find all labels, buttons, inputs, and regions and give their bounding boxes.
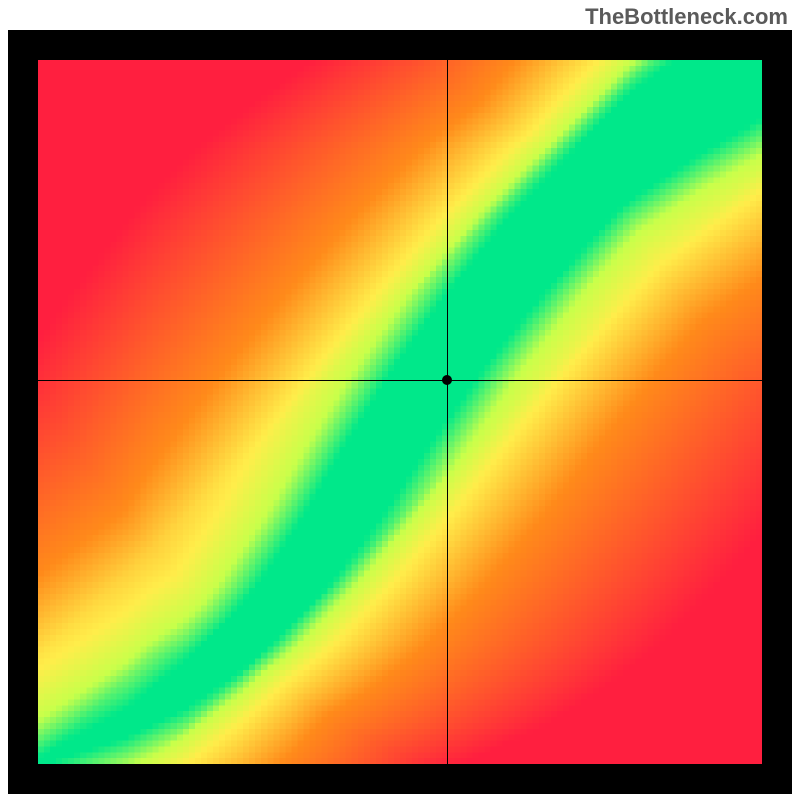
watermark-text: TheBottleneck.com	[585, 4, 788, 30]
bottleneck-heatmap	[38, 60, 762, 764]
crosshair-horizontal	[38, 380, 762, 381]
crosshair-vertical	[447, 60, 448, 764]
chart-container: TheBottleneck.com	[0, 0, 800, 800]
